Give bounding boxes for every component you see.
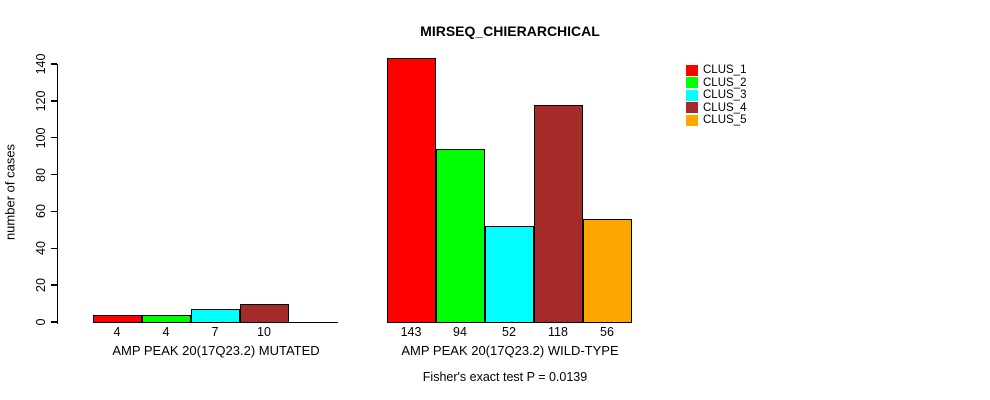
bar-value-label: 4 <box>162 325 170 339</box>
bar-value-label: 56 <box>600 325 614 339</box>
group-label-mutated: AMP PEAK 20(17Q23.2) MUTATED <box>112 343 320 358</box>
legend-swatch-clus_1 <box>686 64 698 76</box>
y-axis-tick-label: 60 <box>34 204 48 219</box>
legend-label: CLUS_3 <box>703 89 747 101</box>
y-axis-tick-label: 80 <box>34 167 48 182</box>
bar-clus_2-mutated <box>141 314 191 324</box>
legend-item-clus_1: CLUS_1 <box>686 64 746 77</box>
y-axis-tick <box>50 284 57 286</box>
y-axis-tick <box>50 247 57 250</box>
y-axis-line <box>56 64 58 324</box>
legend-swatch-clus_4 <box>686 102 698 114</box>
y-axis-tick-label: 40 <box>34 241 48 256</box>
bar-value-label: 4 <box>113 325 121 339</box>
legend-label: CLUS_2 <box>703 76 747 89</box>
bar-value-label: 143 <box>400 325 422 339</box>
bar-value-label: 118 <box>548 325 568 339</box>
y-axis-tick <box>50 173 57 176</box>
y-axis-tick-label: 100 <box>34 127 48 149</box>
legend-swatch-clus_2 <box>686 77 698 89</box>
legend-label: CLUS_5 <box>703 114 747 126</box>
y-axis-tick <box>50 321 57 323</box>
legend-label: CLUS_1 <box>703 64 747 76</box>
legend-item-clus_5: CLUS_5 <box>686 114 746 127</box>
y-axis-tick <box>50 136 57 139</box>
y-axis-label: number of cases <box>2 143 18 241</box>
y-axis-tick <box>50 210 57 213</box>
fisher-test-annotation: Fisher's exact test P = 0.0139 <box>422 370 588 384</box>
bar-value-label: 52 <box>502 325 516 339</box>
bar-value-label: 7 <box>211 325 219 339</box>
legend: CLUS_1 CLUS_2 CLUS_3 CLUS_4 CLUS_5 <box>686 64 746 127</box>
bar-clus_1-mutated <box>92 314 142 324</box>
y-axis-tick-label: 120 <box>34 90 48 112</box>
y-axis-tick <box>50 100 57 102</box>
y-axis-tick-label: 140 <box>34 53 48 75</box>
bar-value-label: 10 <box>257 325 271 339</box>
bar-clus_4-mutated <box>239 303 289 324</box>
bar-clus_5-mutated-zero <box>288 321 338 323</box>
legend-item-clus_4: CLUS_4 <box>686 102 746 115</box>
group-label-wild-type: AMP PEAK 20(17Q23.2) WILD-TYPE <box>401 343 619 358</box>
legend-item-clus_2: CLUS_2 <box>686 77 746 90</box>
y-axis-tick-label: 0 <box>34 318 48 326</box>
bar-clus_2-wild-type <box>435 148 485 324</box>
legend-swatch-clus_5 <box>686 114 698 126</box>
legend-swatch-clus_3 <box>686 89 698 101</box>
y-axis-tick <box>50 63 57 65</box>
bar-clus_1-wild-type <box>386 58 436 324</box>
bar-clus_5-wild-type <box>582 218 632 324</box>
bar-clus_4-wild-type <box>533 104 583 324</box>
y-axis-tick-label: 20 <box>34 278 48 293</box>
legend-item-clus_3: CLUS_3 <box>686 89 746 102</box>
bar-clus_3-mutated <box>190 309 240 324</box>
legend-label: CLUS_4 <box>703 101 747 114</box>
bar-value-label: 94 <box>453 325 467 339</box>
chart-title: MIRSEQ_CHIERARCHICAL <box>420 23 600 39</box>
bar-clus_3-wild-type <box>484 226 534 324</box>
